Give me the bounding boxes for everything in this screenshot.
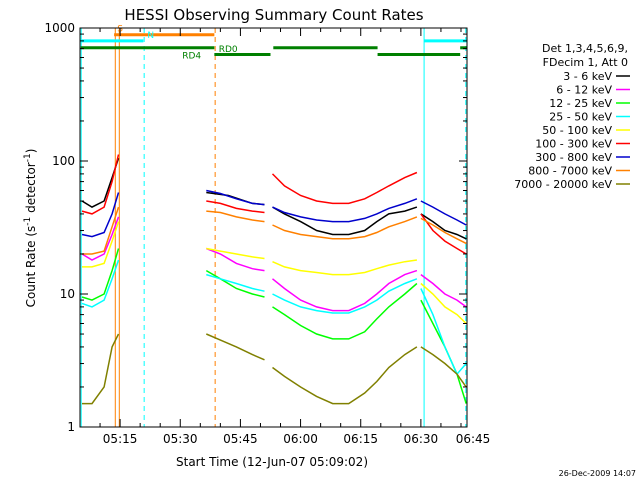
legend-label-0: 3 - 6 keV: [563, 70, 612, 83]
series-line-8-seg-2: [272, 346, 418, 405]
flag-label-3: RD0: [219, 45, 238, 55]
y-tick-label-0: 1: [67, 420, 75, 434]
x-tick-label-6: 06:45: [456, 432, 491, 446]
series-line-4-seg-0: [82, 221, 120, 268]
y-axis-label-sup2: -1: [23, 153, 33, 162]
series-line-1-seg-2: [272, 269, 418, 312]
series-line-6-seg-1: [206, 189, 265, 206]
series-line-8-seg-1: [206, 333, 265, 361]
series-line-1-seg-0: [81, 216, 120, 261]
legend-header-2: FDecim 1, Att 0: [543, 56, 628, 69]
y-axis-label: Count Rate (s-1 detector-1): [23, 149, 38, 308]
y-axis-label-end: ): [24, 149, 38, 154]
y-axis-label-sup1: -1: [23, 217, 33, 226]
series-line-5-seg-1: [206, 200, 265, 214]
timestamp: 26-Dec-2009 14:07: [559, 469, 636, 478]
chart-title: HESSI Observing Summary Count Rates: [124, 6, 423, 24]
x-axis-label: Start Time (12-Jun-07 05:09:02): [176, 455, 368, 469]
series-line-3-seg-0: [81, 259, 120, 308]
y-tick-label-2: 100: [52, 154, 75, 168]
x-tick-label-0: 05:15: [103, 432, 138, 446]
series-line-1-seg-1: [206, 247, 265, 272]
x-tick-label-4: 06:15: [343, 432, 378, 446]
legend-header-1: Det 1,3,4,5,6,9,: [542, 42, 628, 55]
y-axis-label-mid: detector: [24, 162, 38, 217]
series-line-7-seg-2: [272, 216, 418, 240]
legend: Det 1,3,4,5,6,9, FDecim 1, Att 0 3 - 6 k…: [514, 42, 630, 191]
y-axis-label-main: Count Rate (s: [24, 226, 38, 308]
event-lines: [80, 28, 467, 427]
series-line-2-seg-0: [81, 248, 120, 301]
flag-label-1: N: [147, 31, 154, 41]
series-line-7-seg-1: [206, 210, 265, 223]
axis-ticks: 05:15 05:30 05:45 06:00 06:15 06:30 06:45 1 10 10…: [44, 21, 490, 446]
x-tick-label-5: 06:30: [404, 432, 439, 446]
series-line-7-seg-3: [420, 217, 467, 245]
legend-label-5: 100 - 300 keV: [535, 138, 612, 151]
series-line-7-seg-0: [82, 206, 120, 255]
series-line-8-seg-3: [420, 346, 467, 388]
series-line-5-seg-2: [271, 171, 418, 205]
legend-label-6: 300 - 800 keV: [535, 151, 612, 164]
x-tick-label-3: 06:00: [283, 432, 318, 446]
series-line-2-seg-2: [272, 282, 418, 340]
series-lines: [81, 154, 467, 405]
series-line-4-seg-2: [272, 259, 418, 276]
series-line-4-seg-1: [206, 247, 265, 260]
x-tick-label-1: 05:30: [163, 432, 198, 446]
legend-label-7: 800 - 7000 keV: [528, 165, 612, 178]
series-line-3-seg-1: [206, 273, 265, 292]
y-tick-label-1: 10: [60, 287, 75, 301]
legend-label-4: 50 - 100 keV: [542, 124, 612, 137]
legend-label-3: 25 - 50 keV: [549, 111, 612, 124]
series-line-3-seg-3: [420, 288, 467, 376]
series-line-2-seg-1: [205, 269, 265, 298]
y-tick-label-3: 1000: [44, 21, 75, 35]
series-line-1-seg-3: [420, 273, 467, 308]
series-line-5-seg-0: [81, 154, 120, 215]
series-line-8-seg-0: [82, 333, 120, 405]
series-line-4-seg-3: [420, 282, 467, 325]
series-line-6-seg-3: [420, 200, 467, 226]
flag-label-4: RD4: [182, 52, 201, 62]
legend-label-8: 7000 - 20000 keV: [514, 178, 612, 191]
series-line-6-seg-2: [272, 198, 418, 223]
series-line-5-seg-3: [420, 213, 467, 255]
series-line-0-seg-2: [272, 206, 418, 236]
series-line-6-seg-0: [81, 192, 120, 238]
x-tick-label-2: 05:45: [223, 432, 258, 446]
legend-label-1: 6 - 12 keV: [556, 84, 612, 97]
plot-frame: [79, 27, 468, 428]
flag-bars: SNRD0RD4: [80, 25, 467, 62]
legend-label-2: 12 - 25 keV: [549, 97, 612, 110]
series-line-0-seg-3: [420, 213, 467, 240]
series-line-3-seg-2: [272, 278, 418, 314]
